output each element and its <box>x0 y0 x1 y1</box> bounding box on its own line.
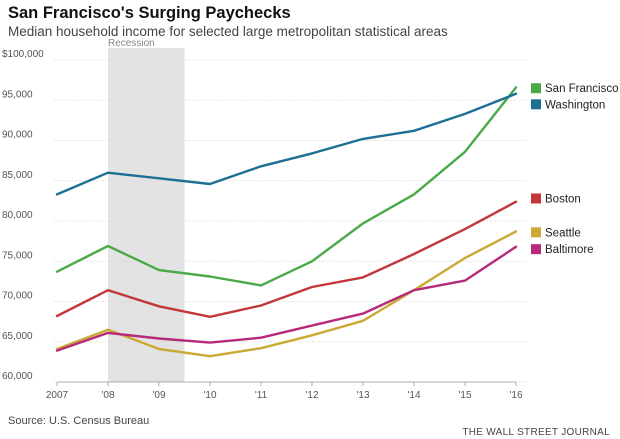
y-tick-label: 95,000 <box>2 89 33 100</box>
x-tick-label: '13 <box>356 390 369 401</box>
series-line-seattle <box>55 230 518 358</box>
x-tick-label: '11 <box>255 390 268 401</box>
y-tick-label: 75,000 <box>2 250 33 261</box>
y-tick-label: $100,000 <box>2 49 44 60</box>
legend-swatch-washington <box>531 99 541 110</box>
y-tick-label: 70,000 <box>2 291 33 302</box>
x-tick-label: '08 <box>101 390 114 401</box>
series-line-san-francisco <box>55 86 518 287</box>
y-tick-label: 90,000 <box>2 130 33 141</box>
legend-swatch-baltimore <box>531 244 541 255</box>
x-tick-label: 2007 <box>46 390 69 401</box>
x-tick-label: '10 <box>203 390 216 401</box>
legend-label-boston: Boston <box>545 193 581 205</box>
source-note: Source: U.S. Census Bureau <box>8 415 150 427</box>
legend-swatch-seattle <box>531 227 541 238</box>
series-line-washington <box>55 92 518 196</box>
x-tick-label: '12 <box>305 390 318 401</box>
x-tick-label: '14 <box>407 390 420 401</box>
chart-subtitle: Median household income for selected lar… <box>8 24 448 39</box>
axes: 60,000 65,000 70,000 75,000 80,000 85,000 90,0… <box>2 49 523 401</box>
x-tick-label: '16 <box>509 390 522 401</box>
x-tick-label: '09 <box>152 390 165 401</box>
y-tick-label: 65,000 <box>2 331 33 342</box>
legend-label-washington: Washington <box>545 99 605 111</box>
series-line-boston <box>55 200 518 318</box>
series-lines <box>55 86 518 358</box>
legend: San Francisco Washington Boston Seattle Balt… <box>531 83 619 256</box>
legend-swatch-san-francisco <box>531 83 541 94</box>
legend-label-seattle: Seattle <box>545 227 581 239</box>
y-tick-label: 85,000 <box>2 170 33 181</box>
recession-band: Recession <box>108 38 185 382</box>
publisher-credit: THE WALL STREET JOURNAL <box>462 427 610 438</box>
line-chart: Recession 60,000 65,000 70,000 75,000 80,000… <box>2 38 619 401</box>
y-tick-label: 60,000 <box>2 371 33 382</box>
legend-label-baltimore: Baltimore <box>545 244 594 256</box>
recession-label: Recession <box>108 38 155 49</box>
recession-shading <box>108 48 185 382</box>
x-tick-label: '15 <box>458 390 471 401</box>
series-line-baltimore <box>55 245 518 352</box>
legend-swatch-boston <box>531 193 541 204</box>
chart-title: San Francisco's Surging Paychecks <box>8 4 291 22</box>
y-tick-label: 80,000 <box>2 210 33 221</box>
legend-label-san-francisco: San Francisco <box>545 83 619 95</box>
